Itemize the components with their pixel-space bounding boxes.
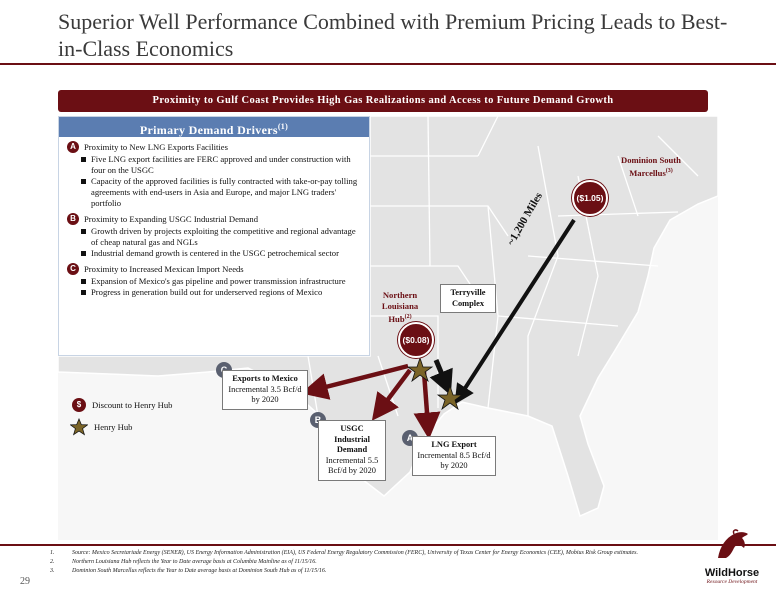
page-title: Superior Well Performance Combined with … bbox=[58, 9, 728, 61]
driver-b: B Proximity to Expanding USGC Industrial… bbox=[59, 209, 369, 259]
us-map bbox=[58, 116, 718, 540]
drivers-heading-footnote: (1) bbox=[277, 122, 289, 131]
dominion-price-badge: ($1.05) bbox=[572, 180, 608, 216]
northern-louisiana-footnote: (2) bbox=[404, 314, 412, 320]
page-number: 29 bbox=[20, 576, 30, 587]
legend-henry-hub-text: Henry Hub bbox=[94, 422, 133, 432]
arrow-to-industrial bbox=[371, 368, 412, 421]
logo-subtitle: Resource Development bbox=[706, 579, 758, 585]
driver-c-badge: C bbox=[67, 263, 79, 275]
arrow-to-lng bbox=[413, 371, 441, 440]
exports-to-mexico-title: Exports to Mexico bbox=[232, 374, 298, 383]
horse-logo-icon bbox=[718, 529, 748, 558]
arrow-dominion-to-henry bbox=[454, 218, 576, 405]
driver-a-title: Proximity to New LNG Exports Facilities bbox=[84, 141, 228, 152]
primary-demand-drivers-panel: Primary Demand Drivers(1) A Proximity to… bbox=[58, 116, 370, 356]
driver-a-bullet-1: Five LNG export facilities are FERC appr… bbox=[81, 154, 363, 176]
legend-discount: $ Discount to Henry Hub bbox=[72, 398, 172, 412]
footnote-1-number: 1. bbox=[50, 550, 55, 556]
exports-to-mexico-box: Exports to Mexico Incremental 3.5 Bcf/d … bbox=[222, 370, 308, 410]
terryville-label: Terryville Complex bbox=[450, 288, 486, 308]
henry-hub-star bbox=[436, 384, 464, 411]
northern-louisiana-text: Northern Louisiana Hub bbox=[381, 290, 419, 324]
terryville-box: Terryville Complex bbox=[440, 284, 496, 313]
star-icon bbox=[70, 418, 88, 436]
driver-c-bullet-1: Expansion of Mexico's gas pipeline and p… bbox=[81, 276, 363, 287]
driver-c-title: Proximity to Increased Mexican Import Ne… bbox=[84, 263, 244, 274]
exports-to-mexico-detail: Incremental 3.5 Bcf/d by 2020 bbox=[228, 384, 302, 405]
driver-b-title: Proximity to Expanding USGC Industrial D… bbox=[84, 213, 259, 224]
dominion-south-text: Dominion South Marcellus bbox=[621, 155, 681, 178]
dominion-south-footnote: (3) bbox=[665, 168, 673, 174]
footnote-3: 3. Dominion South Marcellus reflects the… bbox=[50, 567, 690, 576]
dollar-icon: $ bbox=[72, 398, 86, 412]
title-divider bbox=[0, 63, 776, 65]
footnote-2: 2. Northern Louisiana Hub reflects the Y… bbox=[50, 558, 690, 567]
northern-louisiana-label: Northern Louisiana Hub(2) bbox=[370, 290, 430, 325]
us-map-svg bbox=[58, 116, 718, 518]
lng-export-title: LNG Export bbox=[431, 440, 477, 449]
lng-export-detail: Incremental 8.5 Bcf/d by 2020 bbox=[417, 450, 491, 471]
drivers-heading-text: Primary Demand Drivers bbox=[139, 123, 278, 137]
footnote-3-number: 3. bbox=[50, 568, 55, 574]
footnote-1: 1. Source: Mexico Secretariade Energy (S… bbox=[50, 549, 690, 558]
footnote-1-text: Source: Mexico Secretariade Energy (SENE… bbox=[72, 550, 639, 556]
lng-export-box: LNG Export Incremental 8.5 Bcf/d by 2020 bbox=[412, 436, 496, 476]
driver-a-bullet-2: Capacity of the approved facilities is f… bbox=[81, 176, 363, 209]
driver-b-bullet-2: Industrial demand growth is centered in … bbox=[81, 248, 363, 259]
driver-b-bullet-1: Growth driven by projects exploiting the… bbox=[81, 226, 363, 248]
footnote-2-text: Northern Louisiana Hub reflects the Year… bbox=[72, 559, 317, 565]
banner: Proximity to Gulf Coast Provides High Ga… bbox=[58, 90, 708, 112]
footnote-3-text: Dominion South Marcellus reflects the Ye… bbox=[72, 568, 327, 574]
logo-name: WildHorse bbox=[704, 567, 760, 579]
footer-divider bbox=[0, 544, 776, 546]
driver-a: A Proximity to New LNG Exports Facilitie… bbox=[59, 137, 369, 209]
driver-c: C Proximity to Increased Mexican Import … bbox=[59, 259, 369, 298]
wildhorse-logo: WildHorse Resource Development bbox=[694, 528, 770, 594]
legend-henry-hub: Henry Hub bbox=[70, 418, 132, 436]
northern-louisiana-price-badge: ($0.08) bbox=[398, 322, 434, 358]
dominion-south-label: Dominion South Marcellus(3) bbox=[606, 155, 696, 179]
usgc-industrial-title: USGC Industrial Demand bbox=[334, 424, 370, 454]
legend-discount-text: Discount to Henry Hub bbox=[92, 400, 173, 410]
arrow-to-mexico bbox=[300, 363, 409, 400]
drivers-heading: Primary Demand Drivers(1) bbox=[59, 117, 369, 137]
driver-c-bullet-2: Progress in generation build out for und… bbox=[81, 287, 363, 298]
driver-b-badge: B bbox=[67, 213, 79, 225]
footnote-2-number: 2. bbox=[50, 559, 55, 565]
driver-a-badge: A bbox=[67, 141, 79, 153]
northern-louisiana-star bbox=[406, 356, 434, 383]
usgc-industrial-detail: Incremental 5.5 Bcf/d by 2020 bbox=[325, 455, 379, 476]
arrow-hub-to-henry bbox=[429, 359, 453, 396]
usgc-industrial-box: USGC Industrial Demand Incremental 5.5 B… bbox=[318, 420, 386, 481]
footnotes: 1. Source: Mexico Secretariade Energy (S… bbox=[50, 549, 690, 576]
